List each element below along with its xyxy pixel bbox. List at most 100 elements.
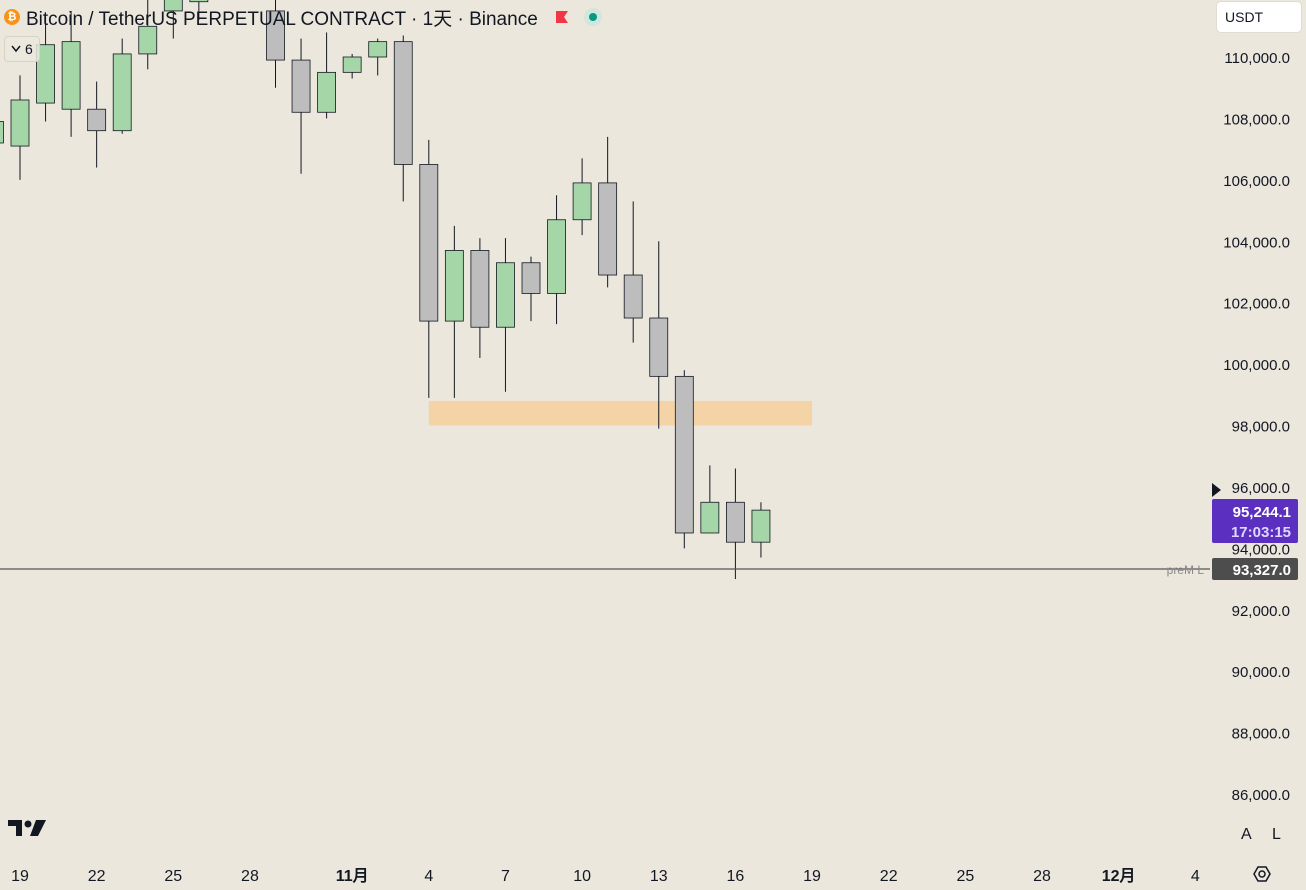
time-tick-label: 12月	[1102, 867, 1136, 885]
auto-scale-button[interactable]: A	[1241, 826, 1252, 843]
candle-body	[163, 0, 183, 12]
candle	[623, 201, 643, 343]
currency-select[interactable]: USDT	[1217, 2, 1301, 32]
candle	[138, 0, 158, 70]
price-axis[interactable]: 110,000.0 108,000.0 106,000.0 104,000.0 102,…	[1223, 50, 1290, 804]
candle	[266, 0, 285, 88]
indicators-toggle[interactable]: 6	[4, 36, 40, 62]
settings-icon[interactable]	[1252, 864, 1272, 884]
price-tick-label: 86,000.0	[1232, 787, 1290, 804]
time-tick-label: 22	[88, 868, 106, 885]
price-tick-label: 100,000.0	[1223, 357, 1290, 374]
candle-body	[521, 262, 541, 294]
chevron-down-icon	[11, 45, 21, 53]
candle-body	[10, 99, 30, 147]
price-tick-label: 108,000.0	[1223, 111, 1290, 128]
time-axis[interactable]: 19 22 25 28 11月 4 7 10 13 16 19 22 25 28 12月 4	[11, 867, 1200, 885]
candle-body	[751, 509, 771, 543]
candle-body	[419, 164, 439, 322]
currency-value: USDT	[1225, 9, 1264, 25]
time-tick-label: 19	[803, 868, 821, 885]
log-scale-button[interactable]: L	[1272, 826, 1281, 843]
price-tick-label: 94,000.0	[1232, 541, 1290, 558]
candle	[572, 158, 592, 236]
market-status-icon[interactable]	[583, 8, 602, 26]
candle-body	[470, 250, 490, 328]
price-tick-label: 102,000.0	[1223, 296, 1290, 313]
time-tick-label: 4	[424, 868, 433, 885]
time-tick-label: 4	[1191, 868, 1200, 885]
line-name-label: preM L	[1167, 563, 1205, 577]
candle	[598, 136, 618, 288]
candle-body	[61, 41, 81, 110]
candle	[419, 139, 439, 398]
candle	[726, 468, 745, 580]
time-tick-label: 22	[880, 868, 898, 885]
price-marker-icon	[1212, 483, 1221, 497]
time-tick-label: 28	[1033, 868, 1051, 885]
price-zone	[428, 400, 813, 426]
candle-body	[496, 262, 515, 328]
candle-body	[649, 317, 669, 377]
price-tick-label: 98,000.0	[1232, 419, 1290, 436]
candle	[36, 17, 55, 122]
candle	[649, 241, 669, 429]
last-price-label: 95,244.1	[1233, 504, 1291, 521]
price-tick-label: 92,000.0	[1232, 603, 1290, 620]
horizontal-line[interactable]: preM L	[0, 563, 1210, 577]
tradingview-logo[interactable]	[8, 816, 48, 840]
time-tick-label: 10	[573, 868, 591, 885]
indicator-count: 6	[25, 41, 33, 57]
chart-header: ₿ Bitcoin / TetherUS PERPETUAL CONTRACT …	[0, 0, 602, 34]
candle	[674, 370, 694, 549]
time-tick-label: 28	[241, 868, 259, 885]
candle-body	[291, 59, 311, 113]
candle-body	[547, 219, 566, 294]
candle-body	[36, 44, 55, 104]
candle	[61, 10, 81, 137]
candle	[368, 38, 388, 76]
last-price-label-bg	[1212, 499, 1298, 543]
candle-body	[342, 56, 362, 73]
time-tick-label: 19	[11, 868, 29, 885]
candle	[163, 0, 183, 39]
candle	[700, 465, 720, 534]
candle-body	[317, 71, 337, 113]
candle-body	[623, 274, 643, 319]
candle	[496, 238, 515, 392]
candle-body	[0, 121, 4, 144]
candle	[291, 38, 311, 174]
candle	[547, 195, 566, 325]
price-labels: 93,327.0 95,244.1 17:03:15	[1212, 483, 1298, 581]
symbol-title[interactable]: Bitcoin / TetherUS PERPETUAL CONTRACT · …	[26, 8, 538, 30]
candle	[10, 75, 30, 180]
candle	[393, 35, 413, 202]
candle-body	[700, 501, 720, 534]
line-price-label: 93,327.0	[1233, 562, 1291, 579]
zone-rect	[428, 400, 813, 426]
price-tick-label: 96,000.0	[1232, 480, 1290, 497]
price-tick-label: 110,000.0	[1224, 50, 1290, 67]
candle-body	[87, 108, 107, 132]
flag-icon[interactable]	[554, 10, 570, 24]
candle	[342, 53, 362, 79]
candle	[189, 0, 209, 21]
time-tick-label: 13	[650, 868, 668, 885]
price-tick-label: 90,000.0	[1232, 664, 1290, 681]
candle-body	[189, 0, 209, 3]
candle	[0, 121, 4, 144]
candle	[444, 225, 464, 398]
candle	[470, 238, 490, 358]
candle-body	[266, 10, 285, 61]
bar-countdown-label: 17:03:15	[1231, 524, 1291, 541]
time-tick-label: 7	[501, 868, 510, 885]
candle	[317, 32, 337, 119]
bitcoin-icon: ₿	[4, 9, 20, 25]
candle	[87, 81, 107, 168]
candle-body	[368, 41, 388, 58]
line-price-label-bg	[1212, 558, 1298, 581]
candle	[112, 38, 132, 134]
price-tick-label: 104,000.0	[1223, 234, 1290, 251]
candle-body	[674, 375, 694, 534]
